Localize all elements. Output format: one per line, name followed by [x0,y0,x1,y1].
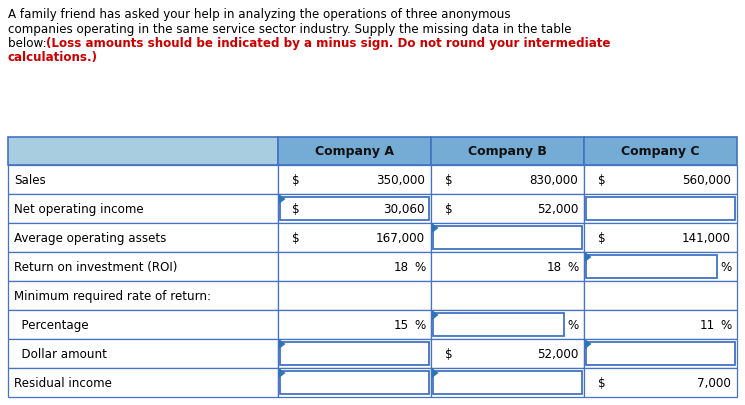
Text: $: $ [445,174,453,187]
Text: $: $ [598,376,606,389]
Text: 52,000: 52,000 [536,202,578,215]
Text: Dollar amount: Dollar amount [14,347,107,360]
Bar [586,198,735,220]
Text: Average operating assets: Average operating assets [14,231,166,244]
Bar [584,281,737,310]
Bar [8,281,278,310]
Text: Minimum required rate of return:: Minimum required rate of return: [14,289,211,302]
Text: 52,000: 52,000 [536,347,578,360]
Bar [584,310,737,339]
Bar [433,313,564,336]
Bar [280,342,429,365]
Text: 830,000: 830,000 [529,174,578,187]
Polygon shape [279,368,285,378]
Bar [278,224,431,252]
Bar [431,166,584,194]
Bar [431,252,584,281]
Bar [431,138,584,166]
Text: 30,060: 30,060 [384,202,425,215]
Bar [431,281,584,310]
Bar [586,342,735,365]
Text: Sales: Sales [14,174,45,187]
Text: 350,000: 350,000 [376,174,425,187]
Bar [8,252,278,281]
Bar [278,368,431,397]
Text: 15: 15 [394,318,409,331]
Text: A family friend has asked your help in analyzing the operations of three anonymo: A family friend has asked your help in a… [8,8,510,21]
Bar [278,166,431,194]
Polygon shape [585,339,592,349]
Bar [584,224,737,252]
Bar [584,166,737,194]
Bar [431,310,584,339]
Text: $: $ [292,202,299,215]
Text: Residual income: Residual income [14,376,112,389]
Bar [431,339,584,368]
Bar [584,138,737,166]
Text: $: $ [292,231,299,244]
Text: $: $ [445,347,453,360]
Bar [584,368,737,397]
Text: Percentage: Percentage [14,318,89,331]
Polygon shape [432,368,439,378]
Text: 7,000: 7,000 [697,376,731,389]
Text: (Loss amounts should be indicated by a minus sign. Do not round your intermediat: (Loss amounts should be indicated by a m… [46,37,610,50]
Text: Net operating income: Net operating income [14,202,144,215]
Text: %: % [568,260,579,273]
Text: $: $ [598,174,606,187]
Bar [278,310,431,339]
Text: 18: 18 [547,260,562,273]
Bar [8,339,278,368]
Bar [278,138,431,166]
Text: Company A: Company A [315,145,394,158]
Text: 11: 11 [700,318,715,331]
Bar [8,138,278,166]
Text: %: % [415,318,426,331]
Polygon shape [279,194,285,205]
Polygon shape [585,252,592,262]
Bar [278,252,431,281]
Text: $: $ [445,202,453,215]
Bar [431,368,584,397]
Text: calculations.): calculations.) [8,51,98,64]
Bar [586,256,717,278]
Bar [278,339,431,368]
Text: %: % [720,318,732,331]
Text: 560,000: 560,000 [682,174,731,187]
Polygon shape [432,310,439,320]
Bar [278,194,431,224]
Text: Return on investment (ROI): Return on investment (ROI) [14,260,177,273]
Bar [8,194,278,224]
Text: 167,000: 167,000 [376,231,425,244]
Bar [280,371,429,394]
Bar [8,368,278,397]
Bar [431,194,584,224]
Bar [278,281,431,310]
Polygon shape [432,224,439,233]
Bar [584,252,737,281]
Bar [433,226,582,249]
Bar [431,224,584,252]
Text: %: % [720,260,732,273]
Bar [584,339,737,368]
Bar [8,166,278,194]
Bar [8,224,278,252]
Text: below:: below: [8,37,51,50]
Polygon shape [279,339,285,349]
Text: 18: 18 [394,260,409,273]
Text: %: % [415,260,426,273]
Bar [433,371,582,394]
Bar [584,194,737,224]
Bar [8,310,278,339]
Text: Company C: Company C [621,145,700,158]
Text: %: % [568,318,579,331]
Text: $: $ [292,174,299,187]
Bar [280,198,429,220]
Text: $: $ [598,231,606,244]
Text: companies operating in the same service sector industry. Supply the missing data: companies operating in the same service … [8,22,571,35]
Text: 141,000: 141,000 [682,231,731,244]
Text: Company B: Company B [468,145,547,158]
